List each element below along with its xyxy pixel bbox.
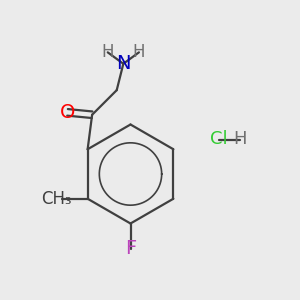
Text: O: O [60, 103, 75, 122]
Text: N: N [116, 54, 130, 73]
Text: F: F [125, 239, 136, 259]
Text: H: H [233, 130, 247, 148]
Text: Cl: Cl [210, 130, 228, 148]
Text: CH₃: CH₃ [41, 190, 72, 208]
Text: H: H [133, 44, 145, 62]
Text: H: H [101, 44, 114, 62]
